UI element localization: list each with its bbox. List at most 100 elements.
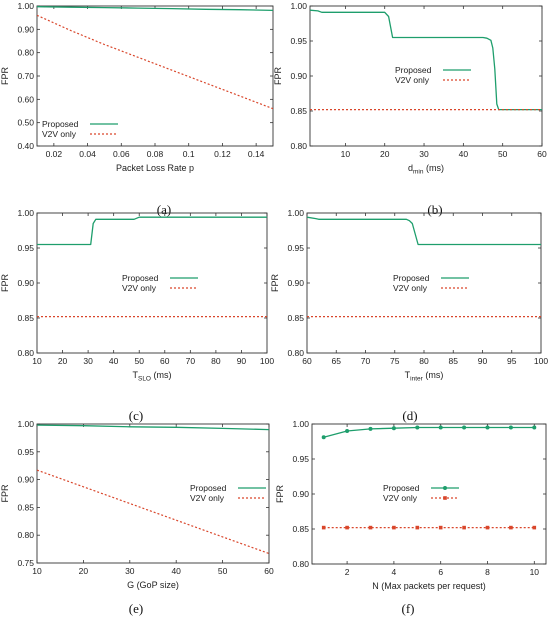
x-tick-label: 10 bbox=[32, 566, 42, 576]
x-axis-label: TSLO (ms) bbox=[132, 370, 171, 383]
y-tick-label: 0.40 bbox=[17, 141, 34, 151]
y-tick-label: 0.85 bbox=[290, 106, 307, 116]
x-tick-label: 40 bbox=[109, 356, 119, 366]
data-point-v2v-only bbox=[415, 525, 420, 530]
x-tick-label: 60 bbox=[302, 356, 312, 366]
legend-marker bbox=[443, 486, 447, 490]
data-point-proposed bbox=[462, 425, 467, 430]
x-tick-label: 90 bbox=[478, 356, 488, 366]
series-line-proposed bbox=[310, 9, 542, 111]
chart-panel-e: 10 20 30 40 50 60 0.75 0.80 0.85 0.90 0.95 1.00 G (G… bbox=[0, 419, 274, 616]
y-tick-label: 0.95 bbox=[292, 454, 309, 464]
y-tick-label: 0.80 bbox=[17, 348, 34, 358]
x-tick-label: 60 bbox=[264, 566, 274, 576]
x-tick-label: 50 bbox=[218, 566, 228, 576]
x-tick-label: 75 bbox=[390, 356, 400, 366]
y-tick-label: 0.80 bbox=[290, 141, 307, 151]
data-point-v2v-only bbox=[485, 525, 490, 530]
x-tick-label: 0.12 bbox=[214, 149, 231, 159]
x-tick-label: 20 bbox=[380, 149, 390, 159]
y-tick-label: 0.70 bbox=[17, 71, 34, 81]
y-tick-label: 1.00 bbox=[17, 1, 34, 11]
legend-label-v2v-only: V2V only bbox=[383, 493, 418, 503]
data-point-v2v-only bbox=[345, 525, 349, 530]
y-tick-label: 0.90 bbox=[292, 489, 309, 499]
panel-label: (a) bbox=[157, 202, 171, 217]
y-tick-label: 1.00 bbox=[290, 1, 307, 11]
panel-label: (b) bbox=[427, 202, 442, 217]
legend-label-proposed: Proposed bbox=[393, 273, 430, 283]
data-point-proposed bbox=[321, 435, 326, 440]
x-tick-label: 90 bbox=[237, 356, 247, 366]
data-point-proposed bbox=[368, 426, 373, 431]
y-tick-label: 0.60 bbox=[17, 94, 34, 104]
data-point-proposed bbox=[532, 425, 537, 430]
series-line-proposed bbox=[307, 216, 541, 246]
series-line-proposed bbox=[37, 6, 273, 12]
series-line-proposed bbox=[37, 424, 269, 431]
x-tick-label: 80 bbox=[211, 356, 221, 366]
y-tick-label: 0.85 bbox=[292, 524, 309, 534]
y-tick-label: 1.00 bbox=[17, 419, 34, 429]
series-line-proposed bbox=[323, 426, 535, 438]
data-point-proposed bbox=[485, 425, 490, 430]
panel-label: (f) bbox=[402, 601, 415, 616]
y-tick-label: 0.90 bbox=[17, 278, 34, 288]
x-tick-label: 100 bbox=[260, 356, 274, 366]
x-tick-label: 0.08 bbox=[147, 149, 164, 159]
x-tick-label: 100 bbox=[534, 356, 548, 366]
x-tick-label: 10 bbox=[530, 567, 540, 577]
y-tick-label: 1.00 bbox=[17, 208, 34, 218]
chart-panel-f: 2 4 6 8 10 0.80 0.85 0.90 0.95 1.00 N (Max packets… bbox=[275, 419, 547, 616]
legend-label-v2v-only: V2V only bbox=[395, 75, 430, 85]
y-tick-label: 0.85 bbox=[287, 313, 304, 323]
chart-panel-a: 0.02 0.04 0.06 0.08 0.1 0.12 0.14 0.40 0.50 0.60 0… bbox=[0, 1, 274, 217]
chart-panel-b: 10 20 30 40 50 60 0.80 0.85 0.90 0.95 1.00 dmin (ms… bbox=[273, 1, 547, 217]
x-tick-label: 0.06 bbox=[113, 149, 130, 159]
chart-panel-c: 10 20 30 40 50 60 70 80 90 100 0.80 0.85 0.90 0.95 1.0… bbox=[0, 208, 274, 423]
x-tick-label: 65 bbox=[332, 356, 342, 366]
y-tick-label: 0.90 bbox=[17, 475, 34, 485]
y-tick-label: 0.80 bbox=[17, 530, 34, 540]
legend-label-proposed: Proposed bbox=[42, 119, 79, 129]
x-axis-label: dmin (ms) bbox=[408, 163, 444, 176]
x-tick-label: 4 bbox=[392, 567, 397, 577]
legend-label-v2v-only: V2V only bbox=[122, 283, 157, 293]
y-tick-label: 0.90 bbox=[17, 24, 34, 34]
y-tick-label: 0.95 bbox=[287, 243, 304, 253]
y-tick-label: 0.95 bbox=[17, 243, 34, 253]
x-tick-label: 60 bbox=[160, 356, 170, 366]
data-point-proposed bbox=[391, 426, 396, 431]
x-axis-label: Tinter (ms) bbox=[405, 370, 444, 383]
y-axis-label: FPR bbox=[270, 273, 280, 292]
data-point-v2v-only bbox=[509, 525, 513, 530]
data-point-proposed bbox=[345, 429, 350, 433]
x-axis-label: N (Max packets per request) bbox=[372, 581, 486, 591]
x-tick-label: 10 bbox=[341, 149, 351, 159]
y-tick-label: 1.00 bbox=[287, 208, 304, 218]
y-tick-label: 0.80 bbox=[292, 559, 309, 569]
y-tick-label: 1.00 bbox=[292, 419, 309, 429]
y-tick-label: 0.95 bbox=[290, 36, 307, 46]
x-tick-label: 85 bbox=[449, 356, 459, 366]
x-tick-label: 20 bbox=[58, 356, 68, 366]
x-tick-label: 60 bbox=[537, 149, 547, 159]
legend-marker bbox=[443, 496, 447, 500]
x-tick-label: 30 bbox=[125, 566, 135, 576]
series-line-v2v-only bbox=[37, 469, 269, 555]
data-point-proposed bbox=[438, 425, 443, 430]
data-point-v2v-only bbox=[532, 525, 537, 530]
x-tick-label: 0.02 bbox=[46, 149, 63, 159]
y-axis-label: FPR bbox=[0, 484, 10, 503]
data-point-proposed bbox=[508, 425, 513, 430]
series-line-v2v-only bbox=[37, 14, 273, 110]
panel-label: (d) bbox=[402, 408, 417, 423]
data-point-v2v-only bbox=[392, 525, 396, 530]
plot-frame bbox=[311, 423, 547, 565]
data-point-v2v-only bbox=[321, 525, 326, 530]
y-tick-label: 0.90 bbox=[290, 71, 307, 81]
legend-label-proposed: Proposed bbox=[395, 65, 432, 75]
x-tick-label: 40 bbox=[459, 149, 469, 159]
data-point-v2v-only bbox=[462, 525, 466, 530]
x-tick-label: 20 bbox=[79, 566, 89, 576]
